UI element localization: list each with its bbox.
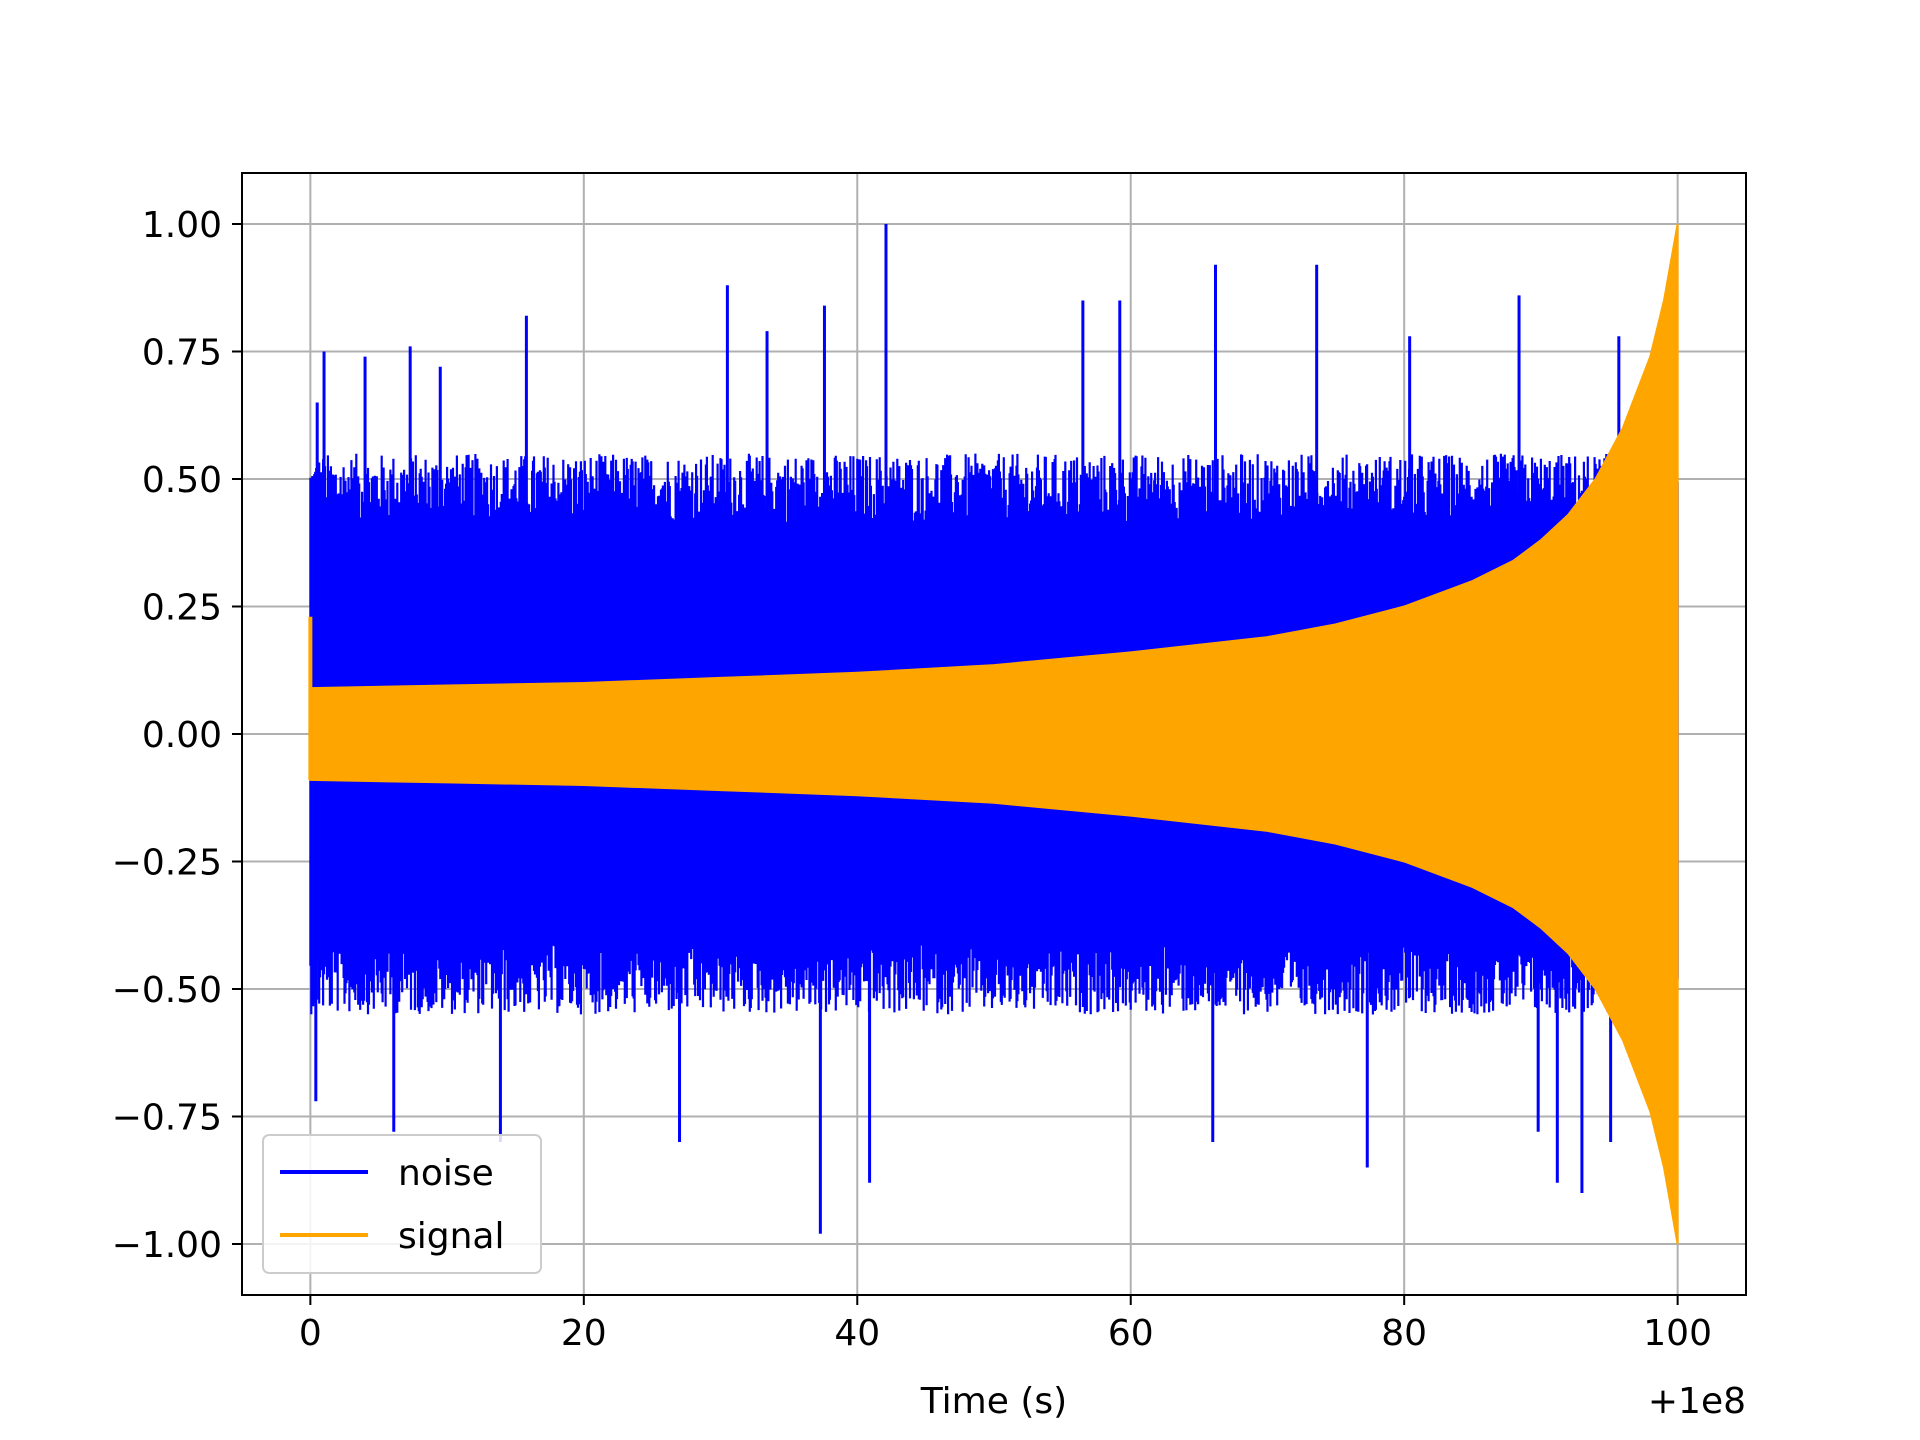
y-tick-label: 0.25 xyxy=(142,588,222,629)
x-tick-label: 80 xyxy=(1381,1313,1427,1354)
x-axis-offset-label: +1e8 xyxy=(1648,1381,1746,1422)
y-tick-label: 0.75 xyxy=(142,333,222,374)
legend-box xyxy=(262,1134,542,1274)
legend-label-signal: signal xyxy=(398,1216,505,1257)
axis-ticks: 0 20 40 60 80 100 1.00 0.75 0.50 0.25 0.00 −0.25 −0.… xyxy=(112,205,1712,1354)
legend: noise signal xyxy=(262,1134,542,1274)
y-tick-label: −0.25 xyxy=(112,843,222,884)
y-tick-label: 0.00 xyxy=(142,715,222,756)
y-tick-label: 1.00 xyxy=(142,205,222,246)
plot-area xyxy=(308,223,1679,1245)
y-tick-label: 0.50 xyxy=(142,460,222,501)
x-tick-label: 0 xyxy=(299,1313,322,1354)
y-tick-label: −1.00 xyxy=(112,1225,222,1266)
legend-label-noise: noise xyxy=(398,1153,494,1194)
x-tick-label: 20 xyxy=(561,1313,607,1354)
x-tick-label: 60 xyxy=(1108,1313,1154,1354)
x-axis-label: Time (s) xyxy=(920,1381,1067,1422)
signal-series-line xyxy=(309,223,1679,1245)
x-tick-label: 40 xyxy=(834,1313,880,1354)
x-tick-label: 100 xyxy=(1643,1313,1712,1354)
y-tick-label: −0.75 xyxy=(112,1098,222,1139)
y-tick-label: −0.50 xyxy=(112,970,222,1011)
